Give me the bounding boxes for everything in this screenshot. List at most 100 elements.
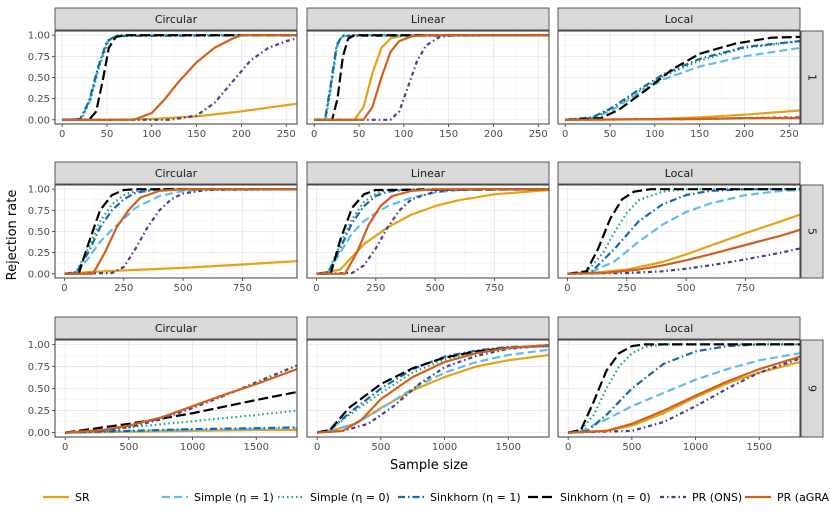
y-tick-label: 0.25	[28, 94, 50, 105]
series-line-pr-agrapa-	[567, 228, 800, 275]
facet-strip-column	[306, 7, 550, 31]
series-line-sinkhorn-0-	[65, 390, 297, 434]
legend-item: PR (aGRAPA)	[745, 491, 830, 504]
series-line-pr-ons-	[317, 344, 549, 434]
panel-r1-c0: 0 250 500 750 0.00 0.25 0.50 0.75 1.00	[28, 184, 298, 294]
series-line-pr-ons-	[64, 188, 297, 275]
series-line-pr-agrapa-	[565, 117, 800, 121]
facet-strip-column	[306, 316, 550, 340]
legend-label: SR	[75, 491, 90, 504]
x-tick-label: 500	[174, 283, 193, 294]
series-line-sr	[317, 353, 549, 434]
x-tick-label: 250	[366, 283, 385, 294]
facet-strip-column	[54, 7, 298, 31]
facet-strip-label: Local	[665, 13, 694, 26]
panel-border	[557, 339, 801, 438]
x-tick-label: 150	[439, 129, 458, 140]
facet-strip-column	[306, 161, 550, 185]
panel-border	[557, 30, 801, 125]
panel-series	[565, 35, 800, 121]
facet-strip-row	[800, 184, 824, 279]
panel-border	[306, 30, 550, 125]
facet-strip-row-label: 1	[806, 74, 819, 81]
x-tick-label: 0	[562, 129, 568, 140]
facet-strips: Circular Linear Local 1 Circular Linear Local 5…	[54, 7, 824, 438]
y-axis-title: Rejection rate	[5, 190, 20, 281]
series-line-sinkhorn-0-	[567, 343, 800, 434]
panel-series	[567, 343, 800, 434]
series-line-simple-1-	[65, 427, 297, 434]
panel-series	[567, 188, 800, 275]
x-tick-label: 750	[736, 283, 755, 294]
y-tick-label: 0.25	[28, 248, 50, 259]
facet-strip-row-label: 5	[806, 228, 819, 235]
series-line-sinkhorn-1-	[567, 188, 800, 275]
series-line-pr-agrapa-	[316, 188, 549, 275]
x-tick-label: 500	[622, 442, 641, 453]
y-tick-label: 0.50	[28, 227, 50, 238]
facet-strip-row	[800, 30, 824, 125]
panel-r2-c2: 0 500 1000 1500	[557, 339, 801, 453]
panel-series	[64, 188, 297, 275]
x-tick-label: 750	[485, 283, 504, 294]
panel-border	[557, 184, 801, 279]
y-tick-label: 0.00	[28, 428, 50, 439]
facet-strip-column	[54, 161, 298, 185]
series-line-pr-agrapa-	[568, 355, 800, 434]
y-tick-label: 0.50	[28, 384, 50, 395]
legend-item: PR (ONS)	[660, 491, 742, 504]
x-tick-label: 50	[604, 129, 617, 140]
legend-label: Sinkhorn (η = 1)	[430, 491, 521, 504]
series-line-pr-agrapa-	[62, 34, 297, 121]
series-line-sinkhorn-0-	[62, 34, 297, 121]
legend-item: Sinkhorn (η = 0)	[528, 491, 651, 504]
series-line-pr-ons-	[567, 247, 800, 275]
series-line-pr-agrapa-	[314, 34, 549, 121]
x-tick-label: 250	[529, 129, 548, 140]
series-line-sr	[316, 188, 549, 275]
series-line-simple-0-	[316, 345, 549, 434]
facet-strip-column	[54, 316, 298, 340]
panel-r0-c0: 0 50 100 150 200 250 0.00 0.25 0.50 0.75 1.00	[28, 30, 298, 140]
panel-series	[316, 344, 549, 434]
y-tick-label: 0.75	[28, 362, 50, 373]
legend-item: Simple (η = 0)	[278, 491, 390, 504]
panel-series	[316, 188, 549, 275]
facet-strip-label: Circular	[155, 322, 198, 335]
x-tick-label: 1500	[496, 442, 521, 453]
x-tick-label: 500	[426, 283, 445, 294]
y-tick-label: 1.00	[28, 340, 50, 351]
series-line-simple-1-	[567, 188, 800, 275]
x-tick-label: 0	[311, 129, 317, 140]
legend-item: Simple (η = 1)	[162, 491, 274, 504]
x-tick-label: 0	[61, 283, 67, 294]
x-tick-label: 250	[780, 129, 799, 140]
facet-strip-column	[557, 161, 801, 185]
facet-strip-label: Circular	[155, 13, 198, 26]
x-tick-label: 100	[645, 129, 664, 140]
panel-series	[65, 364, 297, 434]
panel-series	[314, 34, 549, 121]
facet-strip-label: Local	[665, 322, 694, 335]
x-tick-label: 250	[617, 283, 636, 294]
x-tick-label: 0	[565, 442, 571, 453]
x-tick-label: 200	[232, 129, 251, 140]
panel-r0-c2: 0 50 100 150 200 250	[557, 30, 801, 140]
x-tick-label: 250	[114, 283, 133, 294]
x-tick-label: 1500	[244, 442, 269, 453]
x-tick-label: 500	[371, 442, 390, 453]
x-tick-label: 1000	[683, 442, 708, 453]
legend-label: PR (ONS)	[692, 491, 742, 504]
x-tick-label: 0	[314, 442, 320, 453]
series-line-simple-0-	[65, 409, 297, 434]
x-tick-label: 500	[119, 442, 138, 453]
legend-label: Sinkhorn (η = 0)	[560, 491, 651, 504]
legend-label: Simple (η = 0)	[310, 491, 390, 504]
x-tick-label: 750	[233, 283, 252, 294]
facet-strip-column	[557, 316, 801, 340]
facet-strip-row	[800, 339, 824, 438]
facet-strip-label: Circular	[155, 167, 198, 180]
series-line-pr-agrapa-	[65, 368, 297, 434]
facet-strip-column	[557, 7, 801, 31]
legend-label: Simple (η = 1)	[194, 491, 274, 504]
